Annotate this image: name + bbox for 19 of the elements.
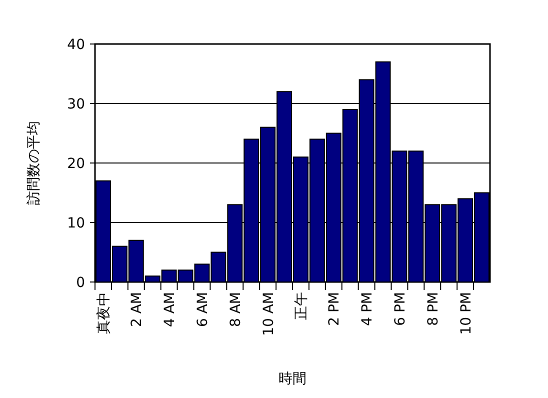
y-tick-label: 0 — [76, 275, 85, 291]
x-tick-label: 10 AM — [260, 292, 277, 336]
y-tick-label: 30 — [67, 96, 85, 112]
x-tick-label: 2 PM — [326, 292, 343, 326]
x-tick-label: 6 AM — [194, 292, 211, 328]
x-tick-label: 2 AM — [129, 292, 146, 328]
x-tick-label: 真夜中 — [96, 292, 112, 334]
y-tick-label: 10 — [67, 216, 85, 232]
x-tick-label: 6 PM — [392, 292, 408, 326]
x-tick-label: 10 PM — [458, 292, 474, 335]
y-tick-label: 40 — [67, 37, 85, 53]
x-tick-label: 4 AM — [162, 292, 178, 328]
x-tick-label: 8 PM — [425, 292, 442, 326]
y-axis-title: 訪問数の平均 — [26, 121, 42, 205]
x-tick-label: 正午 — [294, 292, 310, 320]
y-tick-label: 20 — [67, 156, 85, 172]
x-axis-title: 時間 — [278, 371, 306, 387]
x-tick-label: 8 AM — [228, 292, 244, 328]
x-tick-label: 4 PM — [360, 292, 376, 326]
